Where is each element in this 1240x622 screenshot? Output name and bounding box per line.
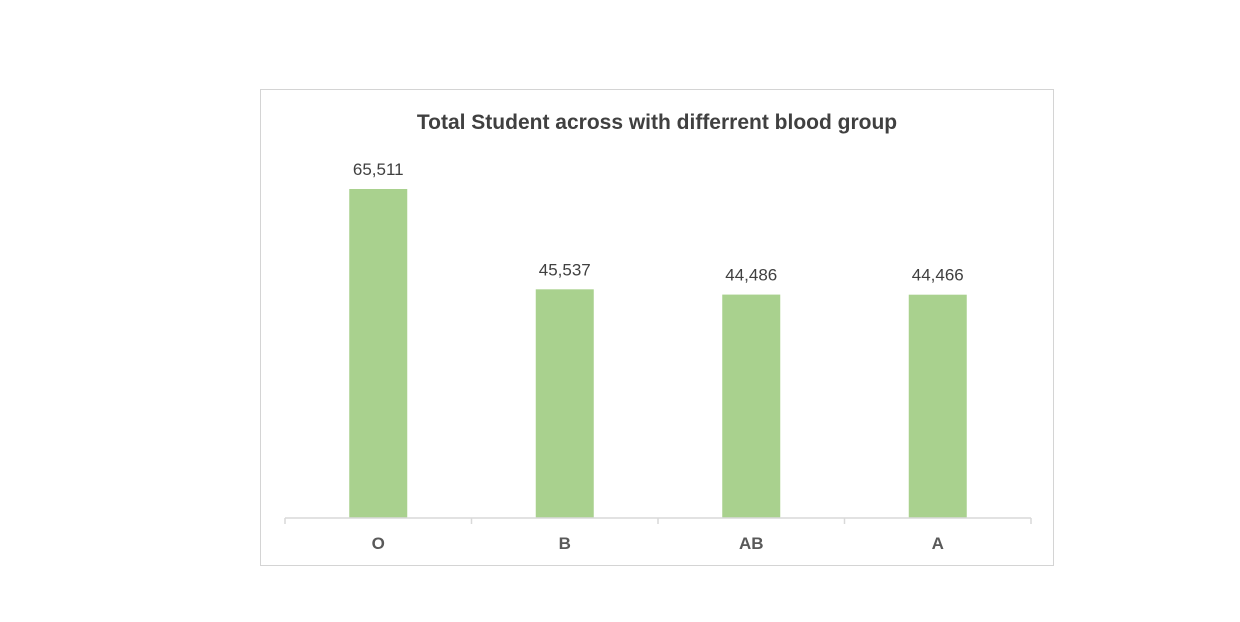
- data-label-ab: 44,486: [725, 266, 777, 285]
- chart-plot-area: 65,511 O 45,537 B 44,486 AB 44,466 A: [284, 160, 1032, 553]
- x-tick-label-o: O: [372, 534, 385, 553]
- data-label-o: 65,511: [353, 160, 404, 179]
- bar-o: [349, 189, 408, 518]
- x-tick-label-ab: AB: [739, 534, 764, 553]
- bar-b: [535, 289, 594, 518]
- x-tick-label-a: A: [932, 534, 944, 553]
- data-label-a: 44,466: [912, 266, 964, 285]
- chart-title: Total Student across with differrent blo…: [416, 111, 898, 134]
- data-label-b: 45,537: [539, 260, 591, 279]
- chart-container: Total Student across with differrent blo…: [260, 89, 1054, 566]
- x-tick-label-b: B: [559, 534, 571, 553]
- bar-ab: [722, 294, 781, 518]
- bar-a: [908, 294, 967, 518]
